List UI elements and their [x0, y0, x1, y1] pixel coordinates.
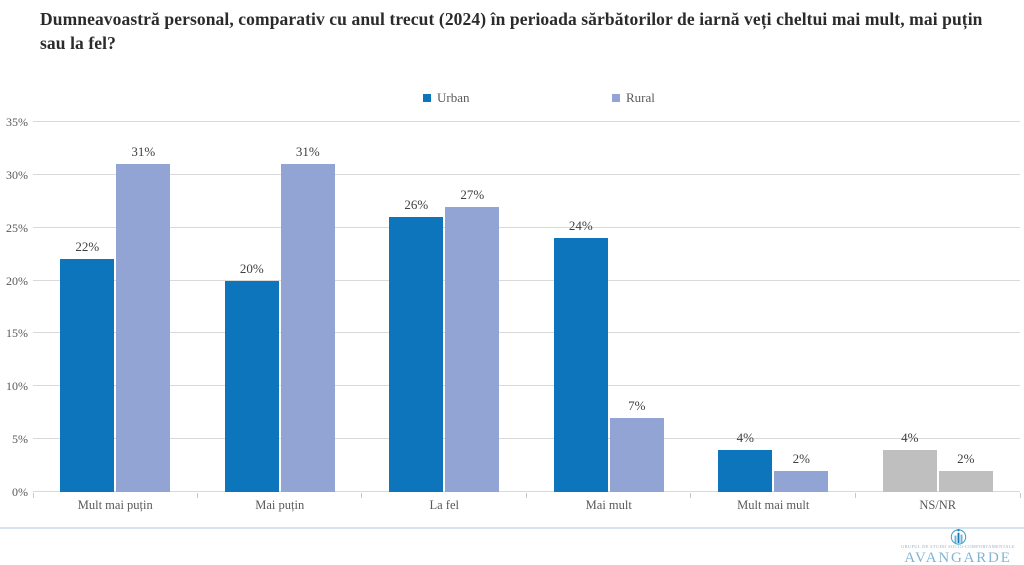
- y-tick-label-35: 35%: [6, 115, 28, 129]
- value-label-rural-6: 2%: [957, 450, 975, 466]
- x-tickmark: [690, 493, 692, 498]
- group-1: 22% 31%: [33, 122, 198, 492]
- avangarde-circle-icon: [950, 528, 966, 545]
- group-3: 26% 27%: [362, 122, 527, 492]
- x-tickmark: [361, 493, 363, 498]
- logo-text: AVANGARDE: [904, 549, 1012, 565]
- legend-label-urban: Urban: [437, 90, 470, 105]
- gridline-35: [33, 121, 1020, 122]
- bar-rural-1: 31%: [116, 144, 171, 492]
- y-tick-label-25: 25%: [6, 220, 28, 235]
- bar-urban-4: 24%: [553, 218, 608, 492]
- value-label-urban-1: 22%: [75, 239, 100, 255]
- gridline-20: [33, 279, 1020, 281]
- value-label-rural-2: 31%: [295, 144, 320, 160]
- x-tickmark: [526, 493, 527, 498]
- group-2: 20% 31%: [198, 122, 363, 492]
- x-tickmark: [1019, 493, 1021, 498]
- value-label-urban-3: 26%: [404, 197, 429, 213]
- legend-item-rural: Rural: [612, 90, 655, 106]
- urban-swatch-icon: [423, 94, 431, 102]
- group-5: 4% 2%: [691, 122, 856, 492]
- x-tickmark: [32, 493, 34, 498]
- gridline-25: [33, 226, 1020, 228]
- avangarde-logo: GRUPUL DE STUDII SOCIO-COMPORTAMENTALE A…: [896, 528, 1020, 565]
- value-label-urban-6: 4%: [901, 429, 919, 445]
- legend-label-rural: Rural: [626, 90, 655, 105]
- x-axis: Mult mai puțin Mai puțin La fel Mai mult Mul…: [33, 498, 1020, 513]
- gridline-30: [33, 173, 1020, 175]
- y-axis: 0% 5% 10% 15% 20% 25% 30% 35%: [2, 115, 28, 499]
- y-tick-label-30: 30%: [6, 167, 28, 182]
- bar-urban-5: 4%: [718, 430, 773, 492]
- y-tick-label-10: 10%: [6, 379, 28, 394]
- x-label-1: Mult mai puțin: [77, 498, 153, 512]
- value-label-rural-1: 31%: [131, 144, 156, 160]
- y-tick-label-0: 0%: [12, 485, 28, 499]
- x-label-4: Mai mult: [585, 498, 632, 512]
- bar-urban-2: 20%: [224, 261, 279, 492]
- value-label-rural-3: 27%: [460, 186, 485, 202]
- gridline-15: [33, 332, 1020, 334]
- y-tick-label-15: 15%: [6, 326, 28, 341]
- footer-divider: [0, 527, 1024, 529]
- x-tickmark: [196, 493, 198, 498]
- bar-rural-3: 27%: [445, 187, 500, 492]
- value-label-urban-4: 24%: [568, 218, 593, 234]
- y-tick-label-20: 20%: [6, 273, 28, 288]
- bar-rural-2: 31%: [280, 144, 335, 492]
- bar-urban-3: 26%: [389, 197, 444, 492]
- bar-groups: 22% 31% 20% 31% 26% 27% 24% 7% 4% 2% 4% 2%: [33, 122, 1020, 492]
- bar-urban-6: 4%: [882, 430, 937, 492]
- x-label-5: Mult mai mult: [737, 498, 810, 512]
- chart-title: Dumneavoastră personal, comparativ cu an…: [40, 9, 983, 53]
- bar-urban-1: 22%: [60, 239, 115, 492]
- x-tickmark: [855, 493, 856, 498]
- bar-rural-5: 2%: [774, 451, 829, 492]
- rural-swatch-icon: [612, 94, 620, 102]
- x-label-6: NS/NR: [919, 498, 957, 512]
- value-label-urban-5: 4%: [736, 429, 754, 445]
- value-label-rural-4: 7%: [628, 398, 646, 413]
- value-label-urban-2: 20%: [239, 260, 264, 276]
- y-tick-label-5: 5%: [12, 432, 28, 447]
- bar-rural-4: 7%: [609, 398, 664, 492]
- logo-subtext: GRUPUL DE STUDII SOCIO-COMPORTAMENTALE: [901, 544, 1015, 549]
- value-label-rural-5: 2%: [792, 450, 810, 466]
- bar-rural-6: 2%: [938, 451, 993, 492]
- gridline-0: [33, 491, 1020, 492]
- group-4: 24% 7%: [527, 122, 692, 492]
- legend-item-urban: Urban: [423, 90, 470, 106]
- gridline-5: [33, 438, 1020, 440]
- plot-area: 22% 31% 20% 31% 26% 27% 24% 7% 4% 2% 4% 2%: [32, 121, 1021, 498]
- legend: Urban Rural: [0, 90, 1024, 108]
- x-label-2: Mai puțin: [255, 498, 305, 512]
- gridline-10: [33, 385, 1020, 387]
- group-6: 4% 2%: [856, 122, 1021, 492]
- x-label-3: La fel: [429, 498, 460, 512]
